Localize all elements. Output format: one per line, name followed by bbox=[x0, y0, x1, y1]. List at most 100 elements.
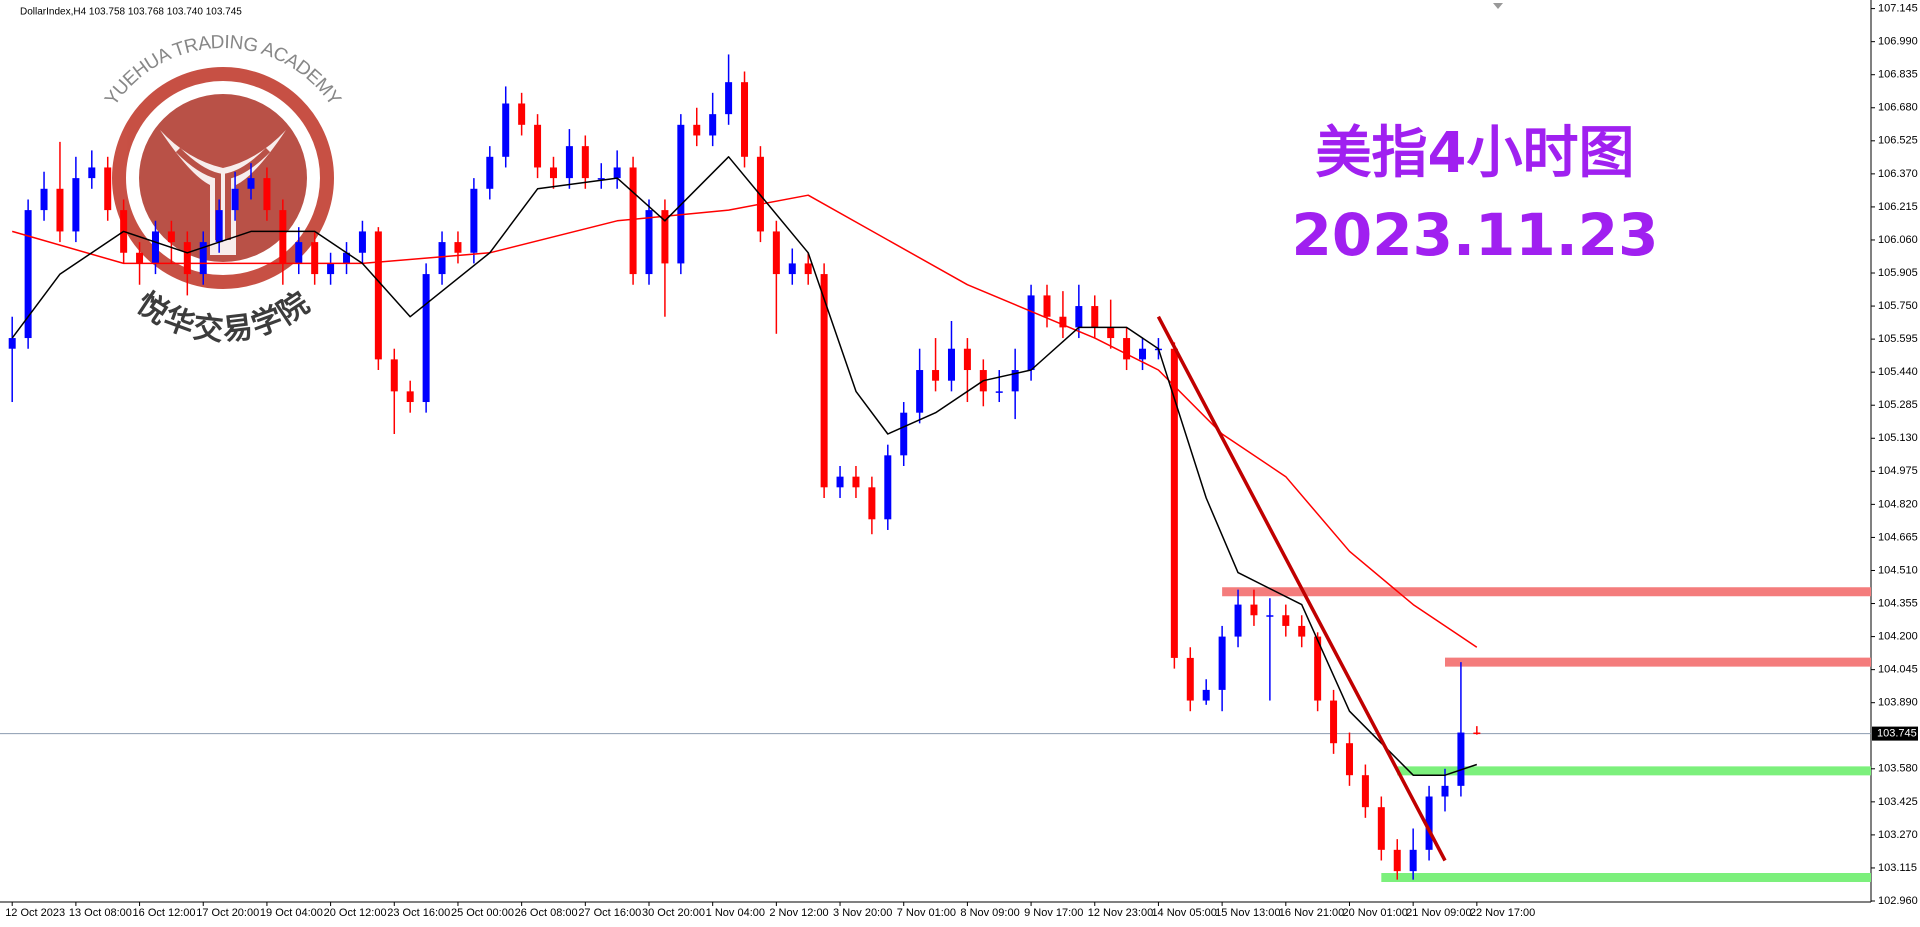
y-tick-label: 103.425 bbox=[1878, 796, 1918, 808]
candle-body bbox=[549, 167, 557, 179]
candle-body bbox=[1075, 306, 1083, 328]
trendline bbox=[1156, 315, 1447, 862]
x-tick-label: 23 Oct 16:00 bbox=[387, 907, 450, 919]
x-tick-label: 8 Nov 09:00 bbox=[960, 907, 1019, 919]
candle-body bbox=[1457, 732, 1465, 786]
x-tick-label: 22 Nov 17:00 bbox=[1470, 907, 1535, 919]
candle-body bbox=[406, 391, 414, 403]
candle-body bbox=[1345, 743, 1353, 776]
y-tick-label: 104.355 bbox=[1878, 597, 1918, 609]
candle-body bbox=[390, 359, 398, 392]
candle-body bbox=[995, 391, 1003, 393]
y-tick-label: 104.200 bbox=[1878, 630, 1918, 642]
x-tick-label: 7 Nov 01:00 bbox=[897, 907, 956, 919]
y-tick-label: 104.820 bbox=[1878, 498, 1918, 510]
candle-body bbox=[1123, 338, 1131, 360]
y-tick-label: 106.215 bbox=[1878, 201, 1918, 213]
candle-body bbox=[613, 167, 621, 179]
x-tick-label: 27 Oct 16:00 bbox=[578, 907, 641, 919]
candle-body bbox=[804, 263, 812, 275]
x-tick-label: 15 Nov 13:00 bbox=[1215, 907, 1280, 919]
y-tick-label: 104.510 bbox=[1878, 564, 1918, 576]
current-price-box bbox=[1872, 726, 1918, 741]
candle-body bbox=[88, 167, 96, 179]
candle-body bbox=[1361, 775, 1369, 808]
candle-body bbox=[1107, 327, 1115, 339]
candle-body bbox=[1091, 306, 1099, 328]
x-tick-label: 3 Nov 20:00 bbox=[833, 907, 892, 919]
x-tick-label: 19 Oct 04:00 bbox=[260, 907, 323, 919]
candle-body bbox=[629, 167, 637, 275]
logo-mark-inner bbox=[175, 147, 271, 240]
x-tick-label: 16 Oct 12:00 bbox=[133, 907, 196, 919]
candle-body bbox=[645, 210, 653, 275]
candle-body bbox=[1314, 636, 1322, 701]
candle-body bbox=[1218, 636, 1226, 690]
candle-body bbox=[518, 103, 526, 125]
x-tick-label: 30 Oct 20:00 bbox=[642, 907, 705, 919]
x-tick-label: 14 Nov 05:00 bbox=[1151, 907, 1216, 919]
current-price-label: 103.745 bbox=[1877, 728, 1917, 740]
y-tick-label: 105.440 bbox=[1878, 366, 1918, 378]
candle-body bbox=[1425, 796, 1433, 850]
candle-body bbox=[1234, 604, 1242, 637]
candle-body bbox=[1377, 807, 1385, 850]
y-tick-label: 106.370 bbox=[1878, 168, 1918, 180]
candle-body bbox=[167, 231, 175, 243]
y-tick-label: 106.060 bbox=[1878, 234, 1918, 246]
y-tick-label: 104.975 bbox=[1878, 465, 1918, 477]
candle-body bbox=[788, 263, 796, 275]
candle-body bbox=[1298, 625, 1306, 637]
candle-body bbox=[884, 455, 892, 520]
x-tick-label: 13 Oct 08:00 bbox=[69, 907, 132, 919]
candle-body bbox=[40, 188, 48, 211]
moving-average bbox=[11, 194, 1478, 648]
x-tick-label: 25 Oct 00:00 bbox=[451, 907, 514, 919]
candle-body bbox=[199, 242, 207, 275]
y-tick-label: 105.285 bbox=[1878, 399, 1918, 411]
candle-body bbox=[1393, 849, 1401, 872]
x-tick-label: 20 Nov 01:00 bbox=[1342, 907, 1407, 919]
subtitle: 2023.11.23 bbox=[1292, 201, 1659, 269]
candle-body bbox=[215, 210, 223, 243]
candle-body bbox=[709, 114, 717, 136]
candle-body bbox=[247, 178, 255, 189]
candle-body bbox=[1043, 295, 1051, 317]
candle-body bbox=[1250, 604, 1258, 616]
candle-body bbox=[868, 487, 876, 520]
y-tick-label: 102.960 bbox=[1878, 895, 1918, 907]
candle-body bbox=[295, 242, 303, 264]
candle-body bbox=[422, 274, 430, 403]
candle-body bbox=[565, 146, 573, 179]
candle-body bbox=[1330, 700, 1338, 744]
candle-body bbox=[279, 210, 287, 264]
y-tick-label: 105.595 bbox=[1878, 333, 1918, 345]
candle-body bbox=[104, 167, 112, 211]
y-tick-label: 105.130 bbox=[1878, 432, 1918, 444]
logo-ring bbox=[112, 67, 334, 289]
watermark-logo: YUEHUA TRADING ACADEMY 悦华交易学院 bbox=[101, 32, 345, 348]
candle-body bbox=[72, 178, 80, 232]
y-tick-label: 104.665 bbox=[1878, 531, 1918, 543]
x-tick-label: 21 Nov 09:00 bbox=[1406, 907, 1471, 919]
candle-body bbox=[836, 476, 844, 488]
x-tick-label: 16 Nov 21:00 bbox=[1279, 907, 1344, 919]
candle-body bbox=[8, 338, 16, 349]
candle-body bbox=[820, 274, 828, 488]
candle-body bbox=[947, 348, 955, 381]
candle-body bbox=[661, 210, 669, 264]
candle-body bbox=[852, 476, 860, 488]
x-tick-label: 2 Nov 12:00 bbox=[769, 907, 828, 919]
y-tick-label: 106.835 bbox=[1878, 69, 1918, 81]
candle-body bbox=[534, 124, 542, 168]
candle-body bbox=[1409, 849, 1417, 872]
candle-body bbox=[327, 263, 335, 275]
candle-body bbox=[56, 188, 64, 232]
y-tick-label: 106.525 bbox=[1878, 135, 1918, 147]
y-tick-label: 103.270 bbox=[1878, 829, 1918, 841]
candle-body bbox=[183, 242, 191, 275]
x-tick-label: 9 Nov 17:00 bbox=[1024, 907, 1083, 919]
candle-body bbox=[581, 146, 589, 179]
candle-body bbox=[24, 210, 32, 339]
